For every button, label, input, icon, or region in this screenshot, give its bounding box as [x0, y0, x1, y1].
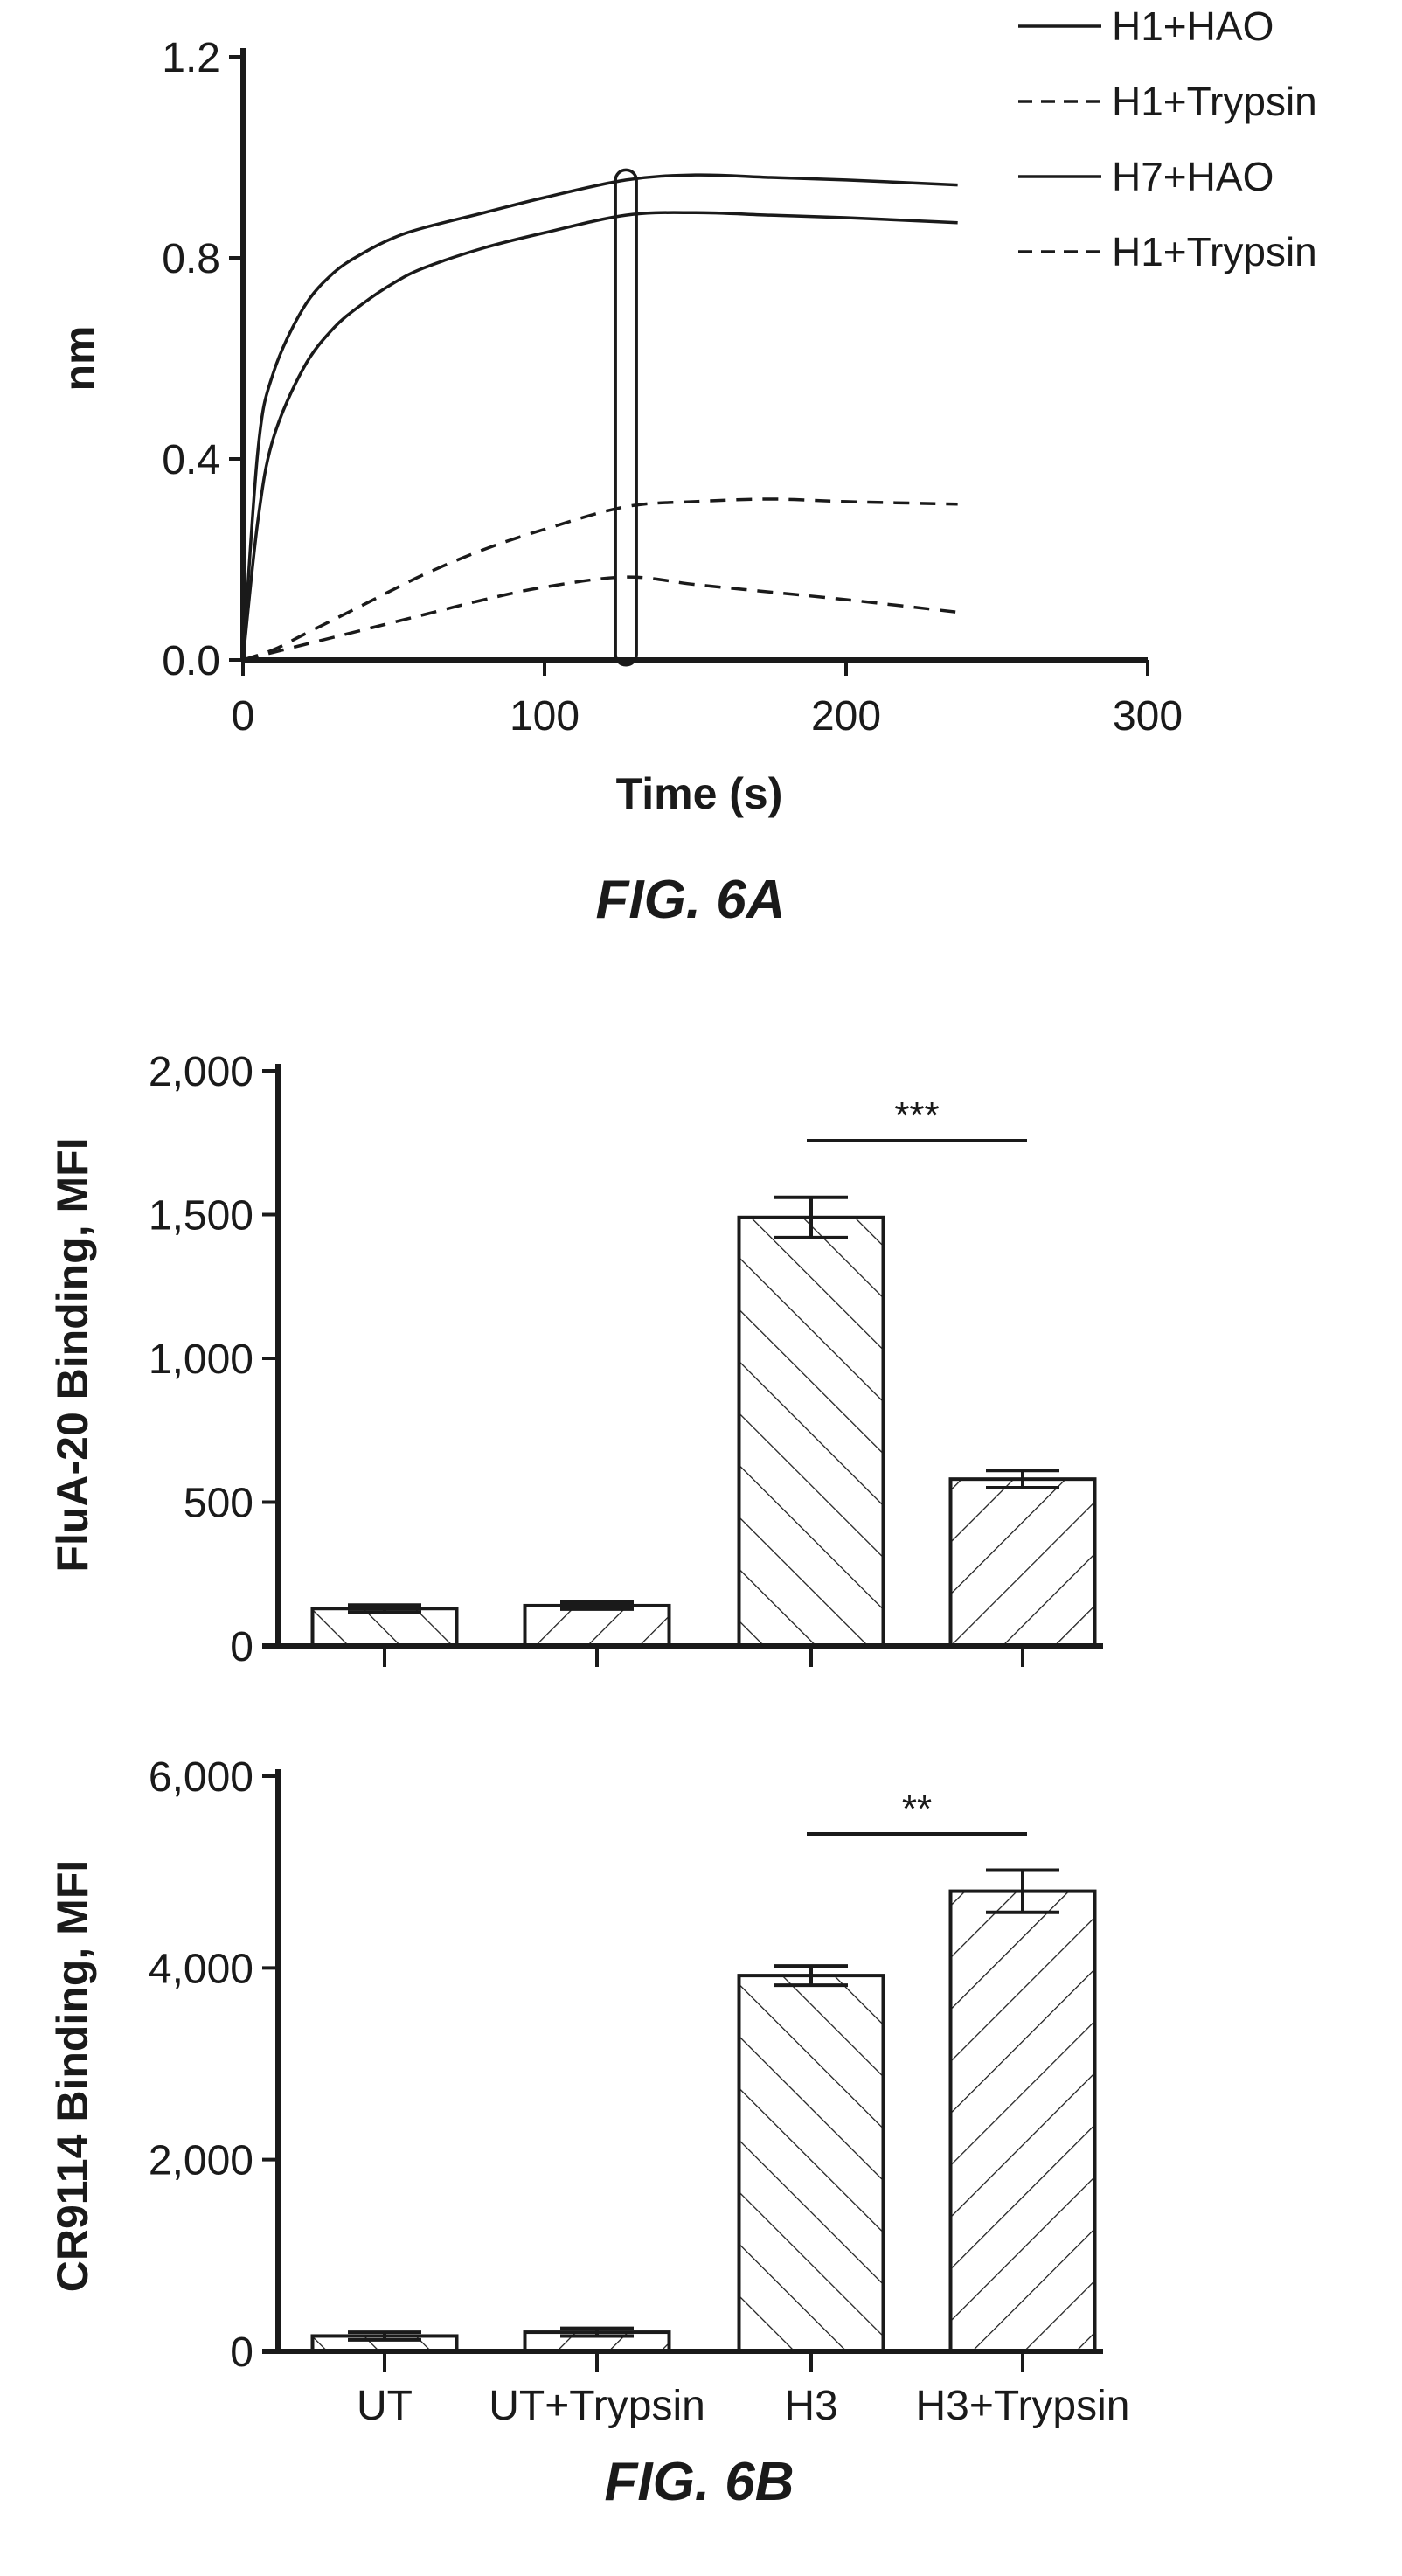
fig6a-caption: FIG. 6A	[595, 870, 785, 930]
fig6a-x-axis-label: Time (s)	[616, 769, 783, 818]
category-label-3: H3	[784, 2383, 837, 2429]
fluA20-bar-1	[310, 1607, 459, 1648]
x-tick-label: 300	[1113, 693, 1183, 739]
fluA20-axes: 0 500 1,000 1,500 2,000	[149, 1049, 1103, 1670]
fig6a-y-axis-label: nm	[55, 326, 104, 392]
fig6a-legend: H1+HAO H1+Trypsin H7+HAO H1+Trypsin	[1018, 3, 1317, 274]
fluA20-bar-4	[948, 1477, 1097, 1649]
highlight-marker	[614, 168, 638, 667]
fluA20-y-tick-label: 500	[184, 1481, 253, 1527]
series-line-3	[241, 211, 958, 661]
legend-label-1: H1+HAO	[1112, 3, 1274, 49]
fluA20-bars: ***	[310, 1094, 1097, 1649]
cr9114-bars: **	[310, 1788, 1097, 2354]
fig6a-line-chart: 0.00.40.81.20 100 200 300 H1+HAOH1+TrypsinH…	[55, 3, 1317, 930]
fig6b-caption: FIG. 6B	[604, 2452, 794, 2512]
fluA20-bar-2	[523, 1603, 671, 1648]
series-line-1	[241, 173, 958, 661]
cr9114-bar-3	[737, 1974, 885, 2354]
fluA20-y-tick-label: 2,000	[149, 1049, 253, 1095]
category-label-4: H3+Trypsin	[916, 2383, 1130, 2429]
cr9114-y-tick-label: 0	[230, 2330, 253, 2376]
cr9114-bar-4	[948, 1889, 1097, 2354]
fluA20-y-tick-label: 0	[230, 1624, 253, 1670]
fluA20-bar-chart: 0 500 1,000 1,500 2,000 *** FluA-20 Binding,…	[48, 1049, 1103, 1670]
fig6a-series-group	[241, 168, 958, 667]
category-label-2: UT+Trypsin	[489, 2383, 705, 2429]
fluA20-y-tick-label: 1,500	[149, 1193, 253, 1239]
cr9114-significance-label: **	[902, 1788, 932, 1830]
fluA20-y-tick-label: 1,000	[149, 1337, 253, 1383]
series-line-4	[242, 575, 958, 662]
y-tick-label: 0.4	[162, 437, 220, 483]
fluA20-significance-label: ***	[894, 1094, 939, 1137]
cr9114-y-axis-label: CR9114 Binding, MFI	[48, 1860, 97, 2293]
legend-label-3: H7+HAO	[1112, 154, 1274, 199]
cr9114-y-tick-label: 2,000	[149, 2138, 253, 2184]
cr9114-y-tick-label: 4,000	[149, 1946, 253, 1992]
x-tick-label: 0	[232, 693, 255, 739]
y-tick-label: 0.0	[162, 638, 220, 684]
legend-label-4: H1+Trypsin	[1112, 229, 1317, 274]
y-tick-label: 1.2	[162, 35, 220, 81]
category-labels: UT UT+Trypsin H3 H3+Trypsin	[357, 2383, 1129, 2429]
series-line-2	[242, 497, 958, 662]
category-label-1: UT	[357, 2383, 413, 2429]
x-tick-label: 200	[811, 693, 881, 739]
cr9114-y-tick-label: 6,000	[149, 1754, 253, 1801]
fluA20-y-axis-label: FluA-20 Binding, MFI	[48, 1137, 97, 1572]
fluA20-bar-3	[737, 1215, 885, 1649]
fig6a-axes: 0.0 0.4 0.8 1.2 0 100 200 300	[162, 35, 1183, 739]
y-tick-label: 0.8	[162, 236, 220, 282]
legend-label-2: H1+Trypsin	[1112, 79, 1317, 124]
x-tick-label: 100	[510, 693, 580, 739]
